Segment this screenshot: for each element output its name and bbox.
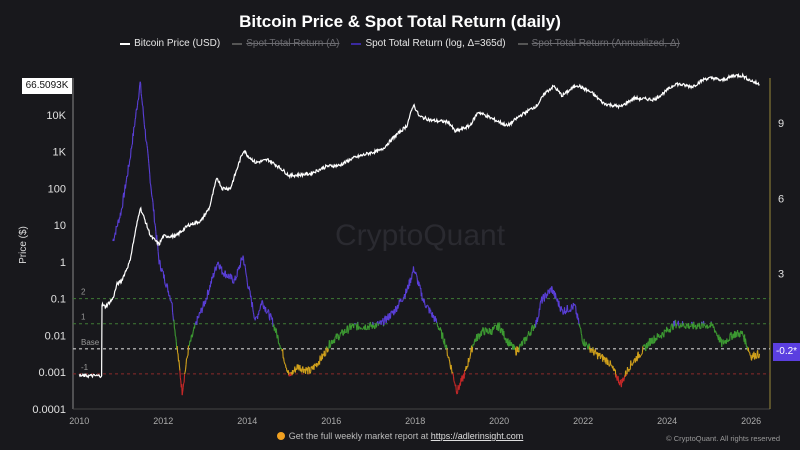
footer: Get the full weekly market report at htt…	[0, 431, 800, 441]
legend-swatch	[120, 42, 131, 45]
x-tick-label: 2018	[405, 416, 425, 426]
left-tick-label: 0.1	[51, 294, 66, 306]
right-tick-label: 6	[778, 193, 784, 205]
reference-line-label: 2	[81, 288, 86, 297]
legend-label: Spot Total Return (Δ)	[246, 38, 340, 49]
left-tick-label: 10K	[46, 110, 66, 122]
reference-line-label: -1	[81, 363, 89, 372]
legend-label: Spot Total Return (log, Δ=365d)	[365, 38, 506, 49]
copyright: © CryptoQuant. All rights reserved	[666, 434, 780, 443]
left-tick-label: 0.0001	[32, 404, 66, 416]
left-tick-label: 100	[48, 183, 66, 195]
legend: Bitcoin Price (USD) Spot Total Return (Δ…	[0, 38, 800, 49]
coin-icon	[276, 432, 285, 440]
left-tick-label: 0.001	[38, 367, 66, 379]
chart-title: Bitcoin Price & Spot Total Return (daily…	[239, 12, 561, 31]
legend-label: Bitcoin Price (USD)	[134, 38, 221, 49]
x-tick-label: 2020	[489, 416, 509, 426]
left-tick-label: 1	[60, 257, 66, 269]
legend-item-spot-total-return-log[interactable]: Spot Total Return (log, Δ=365d)	[351, 38, 506, 49]
right-tick-label: 9	[778, 118, 784, 130]
x-tick-label: 2024	[657, 416, 677, 426]
watermark: CryptoQuant	[335, 219, 506, 252]
y-axis-label: Price ($)	[18, 226, 29, 264]
legend-swatch	[351, 42, 362, 45]
footer-text: Get the full weekly market report at	[288, 431, 431, 441]
legend-label: Spot Total Return (Annualized, Δ)	[531, 38, 680, 49]
x-tick-label: 2010	[69, 416, 89, 426]
legend-item-spot-total-return[interactable]: Spot Total Return (Δ)	[232, 38, 339, 49]
legend-item-spot-total-return-annualized[interactable]: Spot Total Return (Annualized, Δ)	[517, 38, 680, 49]
legend-swatch	[232, 42, 243, 45]
right-tick-label: 3	[778, 269, 784, 281]
left-tick-label: 1K	[53, 147, 67, 159]
reference-line-label: Base	[81, 338, 100, 347]
legend-swatch	[517, 42, 528, 45]
current-price-label: 66.5093K	[22, 78, 72, 94]
x-tick-label: 2022	[573, 416, 593, 426]
x-tick-label: 2012	[153, 416, 173, 426]
reference-line-label: 1	[81, 313, 86, 322]
report-link[interactable]: https://adlerinsight.com	[430, 431, 524, 441]
bitcoin-price-line	[78, 72, 760, 379]
legend-item-bitcoin-price[interactable]: Bitcoin Price (USD)	[120, 38, 220, 49]
left-tick-label: 0.01	[45, 330, 66, 342]
current-return-badge: -0.2*	[773, 343, 800, 361]
x-tick-label: 2014	[237, 416, 257, 426]
x-tick-label: 2026	[741, 416, 761, 426]
x-tick-label: 2016	[321, 416, 341, 426]
left-tick-label: 10	[54, 220, 66, 232]
